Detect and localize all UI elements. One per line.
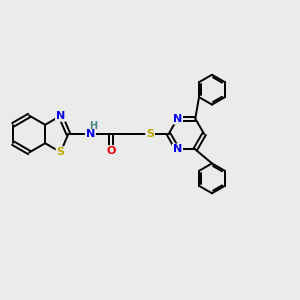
Text: H: H xyxy=(89,121,97,131)
Text: N: N xyxy=(173,144,182,154)
Text: N: N xyxy=(56,111,65,121)
Text: N: N xyxy=(173,114,182,124)
Text: S: S xyxy=(146,129,154,139)
Text: O: O xyxy=(106,146,116,156)
Text: N: N xyxy=(86,129,95,139)
Text: S: S xyxy=(56,147,64,157)
